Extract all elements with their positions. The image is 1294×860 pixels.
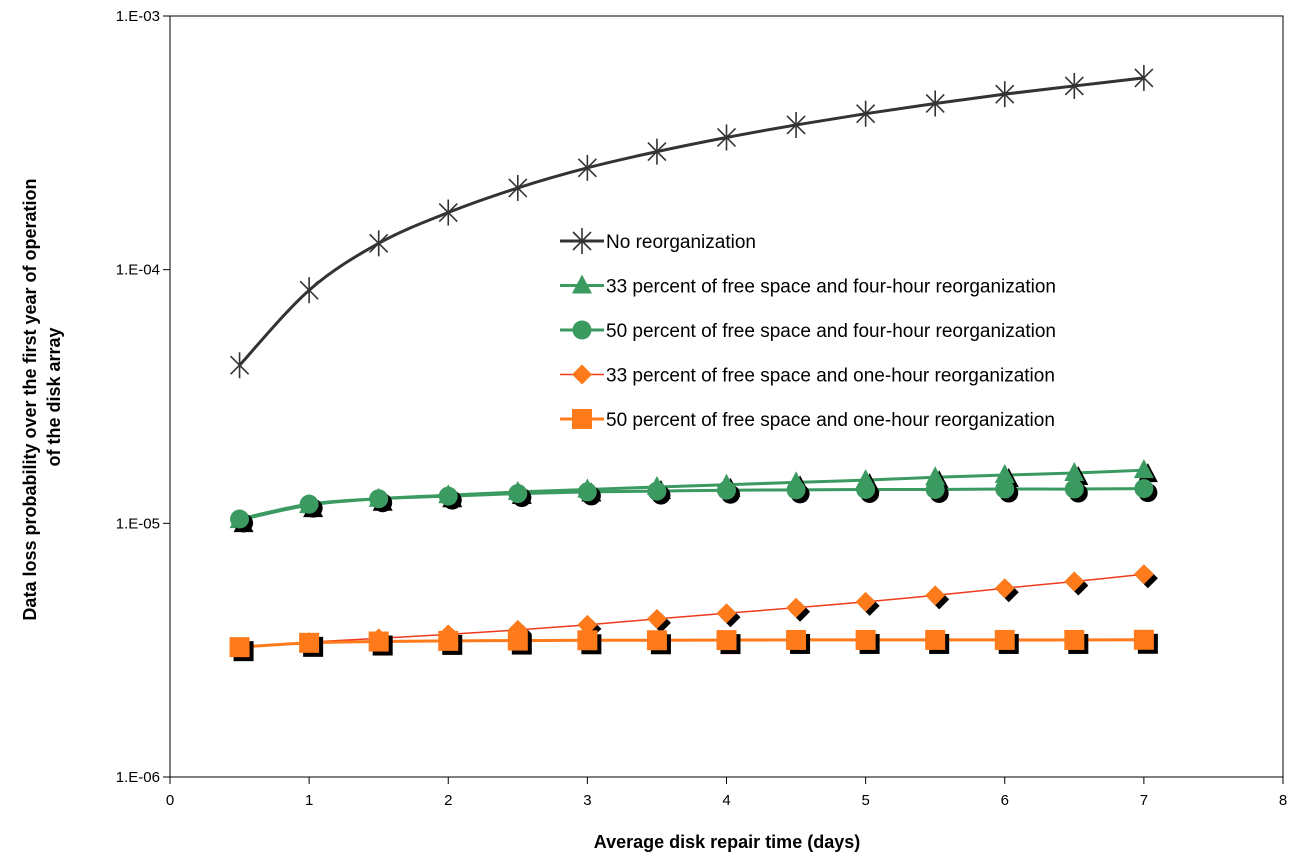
x-tick-label: 6 [1001, 792, 1009, 809]
data-point [856, 100, 876, 127]
legend-item: No reorganization [560, 228, 756, 254]
data-point [647, 138, 667, 165]
data-point [786, 480, 810, 504]
series [230, 479, 1158, 533]
y-tick-label: 1.E-06 [116, 769, 160, 786]
y-axis-title-line-1: Data loss probability over the first yea… [20, 178, 40, 620]
x-tick-label: 7 [1140, 792, 1148, 809]
legend-item: 33 percent of free space and one-hour re… [560, 364, 1055, 387]
data-point [299, 494, 323, 518]
data-point [508, 174, 528, 201]
data-point [1133, 564, 1158, 589]
data-point [369, 230, 389, 257]
data-point [786, 597, 811, 622]
data-point [786, 629, 811, 654]
data-point [1064, 571, 1089, 596]
data-point [299, 632, 324, 657]
data-point [507, 630, 532, 655]
x-tick-label: 2 [444, 792, 452, 809]
data-point [994, 578, 1019, 603]
series [229, 459, 1158, 533]
y-axis-title-line-2: of the disk array [44, 327, 64, 466]
data-point [368, 631, 393, 656]
x-axis-title: Average disk repair time (days) [594, 832, 860, 852]
legend-label: No reorganization [606, 232, 756, 253]
data-point [925, 90, 945, 117]
x-tick-label: 5 [861, 792, 869, 809]
data-point [438, 630, 463, 655]
legend-marker [572, 228, 592, 254]
data-point [856, 479, 880, 503]
data-point [855, 591, 880, 616]
data-point [646, 630, 671, 655]
legend-label: 33 percent of free space and four-hour r… [606, 277, 1056, 298]
y-axis-ticks: 1.E-06 1.E-05 1.E-04 1.E-03 [116, 8, 170, 786]
data-point [786, 111, 806, 138]
data-point [230, 509, 254, 533]
data-point [369, 489, 393, 513]
legend-marker [572, 364, 592, 385]
data-point [1064, 479, 1088, 503]
data-point [647, 481, 671, 505]
x-tick-label: 0 [166, 792, 174, 809]
legend: No reorganization 33 percent of free spac… [560, 228, 1056, 431]
data-point [1133, 629, 1158, 654]
data-point [1134, 64, 1154, 91]
data-point [925, 479, 949, 503]
data-point [716, 124, 737, 151]
data-point [995, 479, 1019, 503]
data-point [1133, 459, 1158, 483]
data-point [646, 608, 671, 633]
data-point [716, 630, 741, 655]
legend-marker [572, 274, 592, 294]
data-point [577, 154, 597, 181]
legend-item: 50 percent of free space and one-hour re… [560, 409, 1055, 431]
x-tick-label: 1 [305, 792, 313, 809]
y-axis-title: Data loss probability over the first yea… [20, 173, 64, 620]
x-tick-label: 4 [722, 792, 730, 809]
legend-item: 50 percent of free space and four-hour r… [560, 320, 1056, 342]
series [229, 64, 1154, 379]
legend-marker [572, 320, 592, 340]
data-point [855, 629, 880, 654]
data-point [438, 199, 458, 226]
legend-label: 50 percent of free space and one-hour re… [606, 410, 1055, 431]
data-point [994, 629, 1019, 654]
series [229, 629, 1158, 662]
data-point [229, 637, 254, 662]
data-point [995, 81, 1015, 108]
data-point [925, 585, 950, 610]
data-point [508, 484, 532, 508]
data-point [717, 480, 740, 504]
data-point [716, 603, 741, 628]
data-point [577, 482, 601, 506]
x-axis-ticks: 0 1 2 3 4 5 6 7 8 [166, 777, 1287, 809]
data-point [1134, 479, 1158, 503]
data-point [577, 630, 602, 655]
data-point [438, 486, 462, 510]
series-group [229, 64, 1158, 662]
legend-label: 33 percent of free space and one-hour re… [606, 366, 1055, 387]
legend-item: 33 percent of free space and four-hour r… [560, 274, 1056, 298]
x-tick-label: 3 [583, 792, 591, 809]
y-tick-label: 1.E-03 [116, 8, 160, 25]
y-tick-label: 1.E-04 [116, 262, 160, 279]
y-tick-label: 1.E-05 [116, 515, 160, 532]
legend-label: 50 percent of free space and four-hour r… [606, 321, 1056, 342]
data-point [299, 277, 319, 304]
x-tick-label: 8 [1279, 792, 1287, 809]
data-point [925, 629, 950, 654]
data-point [229, 352, 250, 379]
legend-marker [572, 409, 592, 429]
data-point [1064, 72, 1084, 99]
data-point [1064, 629, 1089, 654]
